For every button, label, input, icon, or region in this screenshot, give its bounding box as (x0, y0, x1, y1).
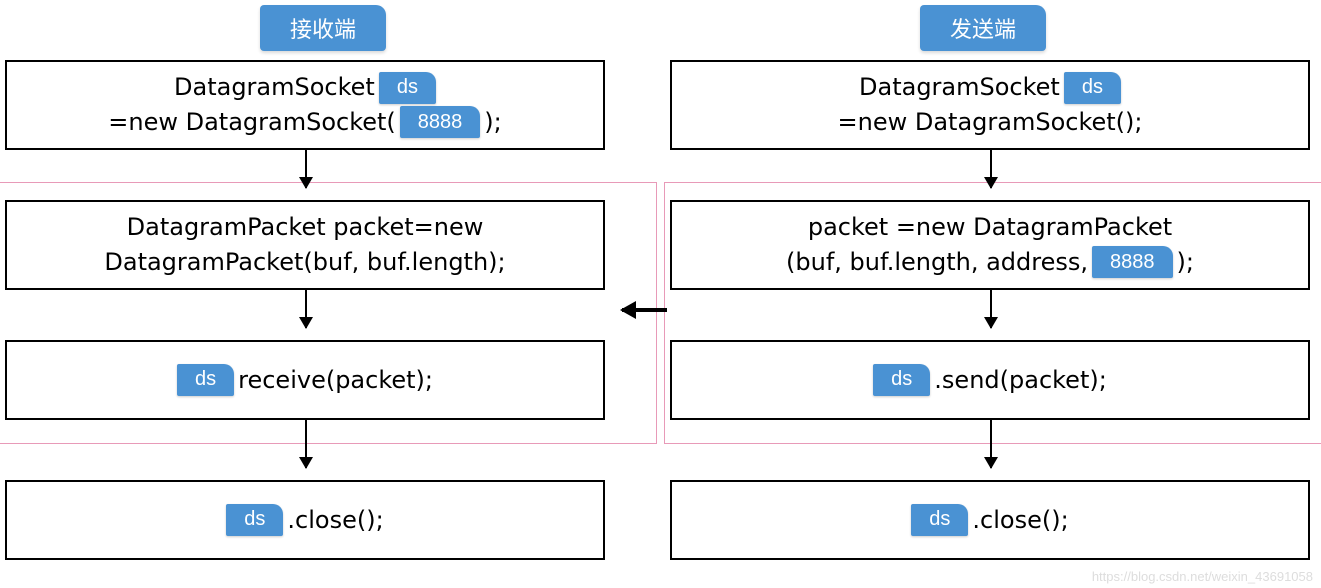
arrow-down (990, 290, 992, 328)
receiver-box2-line2: DatagramPacket(buf, buf.length); (104, 245, 505, 280)
receiver-box-4: ds .close(); (5, 480, 605, 560)
text: receive(packet); (238, 363, 433, 398)
arrow-down (990, 150, 992, 188)
receiver-box1-line2: =new DatagramSocket( 8888 ); (108, 105, 501, 140)
arrow-down (305, 420, 307, 468)
arrow-down (305, 290, 307, 328)
ds-chip: ds (177, 364, 234, 396)
receiver-box1-line1: DatagramSocket ds (174, 70, 436, 105)
sender-box2-line1: packet =new DatagramPacket (808, 210, 1172, 245)
sender-box-2: packet =new DatagramPacket (buf, buf.len… (670, 200, 1310, 290)
ds-chip: ds (911, 504, 968, 536)
text: .close(); (287, 503, 383, 538)
sender-box1-line1: DatagramSocket ds (859, 70, 1121, 105)
sender-box1-line2: =new DatagramSocket(); (838, 105, 1143, 140)
receiver-box2-line1: DatagramPacket packet=new (127, 210, 484, 245)
port-chip: 8888 (400, 106, 481, 138)
arrow-down (305, 150, 307, 188)
text: DatagramPacket(buf, buf.length); (104, 245, 505, 280)
text: packet =new DatagramPacket (808, 210, 1172, 245)
sender-header: 发送端 (920, 5, 1046, 51)
text: =new DatagramSocket(); (838, 105, 1143, 140)
sender-header-label: 发送端 (950, 17, 1016, 42)
receiver-box-3: ds receive(packet); (5, 340, 605, 420)
receiver-header: 接收端 (260, 5, 386, 51)
text: ); (1177, 245, 1194, 280)
sender-box3-line: ds .send(packet); (873, 363, 1107, 398)
text: DatagramSocket (174, 70, 375, 105)
text: .close(); (972, 503, 1068, 538)
text: DatagramSocket (859, 70, 1060, 105)
ds-chip: ds (1064, 72, 1121, 104)
sender-box2-line2: (buf, buf.length, address, 8888 ); (786, 245, 1194, 280)
watermark: https://blog.csdn.net/weixin_43691058 (1092, 569, 1313, 584)
text: DatagramPacket packet=new (127, 210, 484, 245)
ds-chip: ds (226, 504, 283, 536)
receiver-box3-line: ds receive(packet); (177, 363, 433, 398)
sender-box-1: DatagramSocket ds =new DatagramSocket(); (670, 60, 1310, 150)
ds-chip: ds (379, 72, 436, 104)
receiver-box-2: DatagramPacket packet=new DatagramPacket… (5, 200, 605, 290)
sender-box-3: ds .send(packet); (670, 340, 1310, 420)
port-chip: 8888 (1092, 246, 1173, 278)
arrow-left (622, 308, 667, 312)
sender-box-4: ds .close(); (670, 480, 1310, 560)
ds-chip: ds (873, 364, 930, 396)
receiver-header-label: 接收端 (290, 17, 356, 42)
text: ); (484, 105, 501, 140)
sender-box4-line: ds .close(); (911, 503, 1068, 538)
receiver-box4-line: ds .close(); (226, 503, 383, 538)
text: =new DatagramSocket( (108, 105, 396, 140)
receiver-box-1: DatagramSocket ds =new DatagramSocket( 8… (5, 60, 605, 150)
arrow-down (990, 420, 992, 468)
text: .send(packet); (934, 363, 1107, 398)
text: (buf, buf.length, address, (786, 245, 1088, 280)
